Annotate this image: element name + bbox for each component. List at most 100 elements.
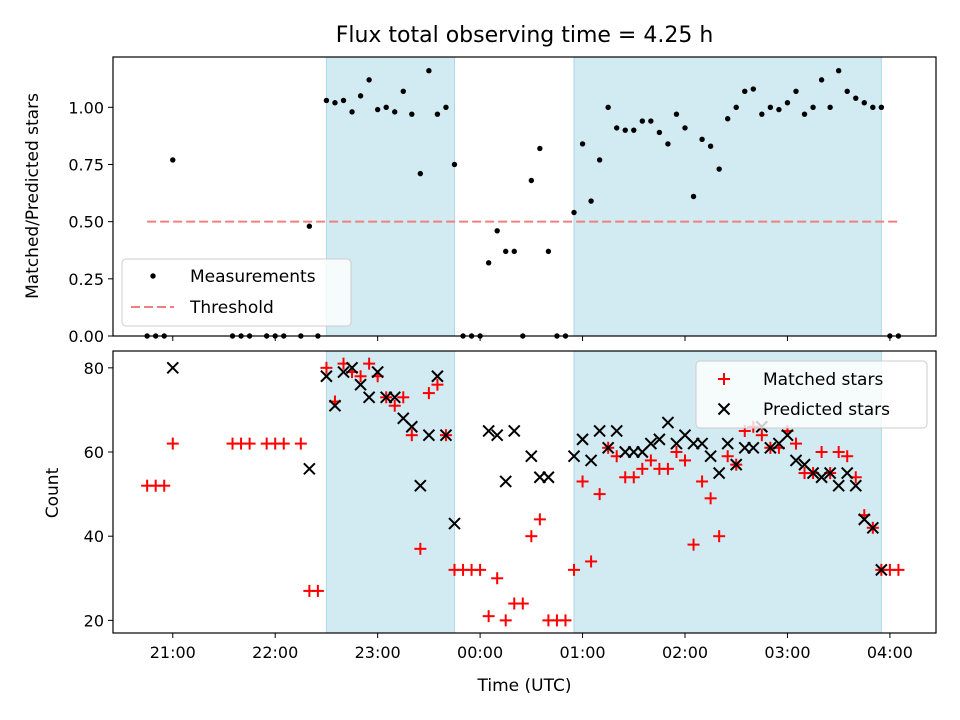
measurement-point	[648, 118, 654, 124]
matched-point	[627, 471, 640, 484]
measurement-point	[306, 223, 313, 229]
predicted-point	[345, 361, 359, 375]
matched-point	[525, 530, 538, 543]
predicted-point	[405, 420, 419, 433]
bottom-panel: 20 40 60 80 21:00 22:00 23:00 00:00 01:00 02:00 03…	[84, 350, 937, 662]
matched-point	[363, 357, 376, 370]
measurement-point	[503, 248, 509, 255]
predicted-point	[866, 521, 880, 534]
measurement-point	[716, 166, 722, 172]
measurement-point	[759, 111, 765, 117]
matched-point	[644, 454, 657, 467]
matched-point	[559, 614, 572, 627]
matched-point	[414, 542, 427, 555]
matched-point	[670, 446, 683, 459]
predicted-point	[601, 441, 615, 455]
legend-predicted-marker	[717, 402, 731, 416]
measurement-point	[742, 88, 748, 95]
matched-point	[158, 479, 171, 492]
matched-point	[405, 429, 418, 442]
legend-box	[121, 258, 352, 327]
top-y-tick-label: 0.00	[68, 327, 104, 346]
matched-point	[704, 492, 717, 505]
measurement-point	[776, 106, 782, 113]
measurement-point	[853, 95, 859, 101]
measurement-point	[827, 104, 833, 111]
predicted-point	[542, 471, 555, 484]
predicted-point	[764, 441, 777, 455]
measurement-point	[349, 109, 355, 115]
predicted-point	[841, 466, 854, 480]
matched-point	[491, 572, 504, 585]
measurement-point	[383, 104, 389, 111]
matched-point	[576, 475, 589, 488]
bottom-x-tick-label: 21:00	[150, 643, 196, 662]
predicted-point	[303, 462, 316, 476]
matched-point	[482, 610, 495, 623]
bottom-y-tick-label: 40	[84, 527, 104, 546]
measurement-point	[699, 136, 705, 143]
predicted-point	[567, 450, 581, 463]
matched-point	[516, 597, 529, 610]
measurement-point	[392, 109, 398, 115]
predicted-point	[431, 370, 444, 383]
measurement-point	[682, 125, 688, 131]
legend-predicted-label: Predicted stars	[763, 400, 890, 420]
measurement-point	[733, 104, 739, 111]
matched-point	[243, 437, 256, 450]
bottom-y-tick-label: 80	[84, 359, 104, 378]
matched-point	[320, 361, 333, 374]
measurement-point	[750, 86, 757, 92]
measurement-point	[818, 77, 825, 83]
matched-point	[815, 446, 828, 459]
predicted-point	[704, 450, 717, 463]
measurement-point	[443, 104, 449, 111]
measurement-point	[767, 104, 774, 111]
bottom-y-tick-label: 60	[84, 443, 104, 462]
predicted-point	[806, 466, 820, 480]
measurement-point	[870, 104, 876, 111]
matched-point	[789, 437, 802, 450]
measurement-point	[605, 104, 611, 111]
measurement-point	[579, 141, 586, 147]
matched-point	[499, 614, 512, 627]
predicted-point	[832, 479, 845, 492]
predicted-point	[328, 399, 342, 412]
predicted-point	[439, 428, 453, 442]
matched-point	[721, 450, 734, 463]
matched-point	[841, 450, 854, 463]
predicted-point	[525, 450, 538, 463]
measurement-point	[511, 248, 517, 255]
predicted-point	[849, 479, 862, 492]
measurement-point	[571, 209, 577, 216]
bottom-x-tick-label: 23:00	[355, 643, 401, 662]
measurement-point	[844, 88, 850, 95]
bottom-y-axis-label: Count	[43, 467, 63, 518]
measurement-point	[639, 118, 646, 124]
legend-threshold-label: Threshold	[189, 298, 274, 318]
bottom-x-tick-label: 03:00	[764, 643, 810, 662]
predicted-point	[362, 391, 376, 404]
measurement-point	[724, 116, 731, 122]
predicted-point	[653, 433, 666, 446]
matched-point	[388, 399, 401, 412]
measurement-point	[622, 127, 628, 133]
predicted-point	[695, 437, 709, 450]
predicted-point	[789, 454, 803, 467]
predicted-point	[781, 428, 794, 442]
measurement-point	[426, 68, 432, 74]
measurement-point	[690, 193, 697, 200]
bottom-x-tick-label: 01:00	[559, 643, 605, 662]
predicted-point	[576, 433, 589, 446]
matched-point	[832, 446, 845, 459]
top-y-tick-label: 1.00	[68, 98, 104, 117]
predicted-point	[712, 466, 726, 480]
measurement-point	[665, 141, 671, 147]
measurement-point	[409, 111, 415, 117]
bottom-plot-frame	[112, 350, 937, 634]
predicted-point	[747, 441, 760, 455]
top-shaded-interval	[573, 56, 882, 337]
chart-title: Flux total observing time = 4.25 h	[336, 23, 714, 48]
matched-point	[277, 437, 290, 450]
